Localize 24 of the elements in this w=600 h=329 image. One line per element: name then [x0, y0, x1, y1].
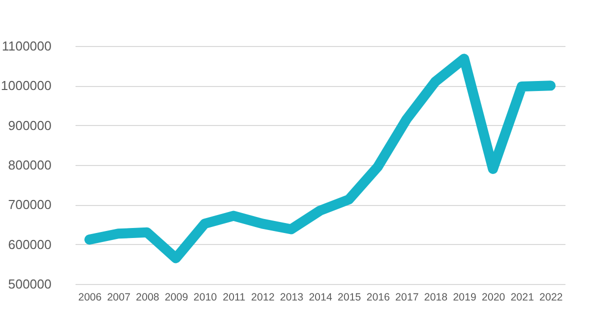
x-tick-label: 2022: [539, 292, 563, 304]
x-tick-label: 2008: [136, 292, 160, 304]
x-tick-label: 2006: [78, 292, 102, 304]
y-tick-label: 1000000: [0, 78, 52, 94]
x-tick-label: 2012: [251, 292, 275, 304]
x-tick-label: 2009: [164, 292, 188, 304]
x-tick-label: 2010: [194, 292, 218, 304]
y-tick-label: 600000: [8, 236, 52, 252]
x-tick-label: 2014: [308, 292, 332, 304]
y-tick-label: 1100000: [2, 38, 52, 54]
x-tick-label: 2007: [107, 292, 131, 304]
x-tick-label: 2018: [424, 292, 448, 304]
x-tick-label: 2015: [338, 292, 362, 304]
x-tick-label: 2019: [452, 292, 476, 304]
x-tick-label: 2011: [222, 292, 246, 304]
x-tick-label: 2013: [280, 292, 304, 304]
x-tick-label: 2017: [395, 292, 419, 304]
y-tick-label: 800000: [8, 158, 52, 172]
y-tick-label: 500000: [8, 276, 52, 292]
x-tick-label: 2016: [366, 292, 390, 304]
x-tick-label: 2020: [482, 292, 506, 304]
y-tick-label: 700000: [8, 197, 52, 212]
y-tick-label: 900000: [8, 118, 52, 133]
x-tick-label: 2021: [510, 292, 534, 304]
